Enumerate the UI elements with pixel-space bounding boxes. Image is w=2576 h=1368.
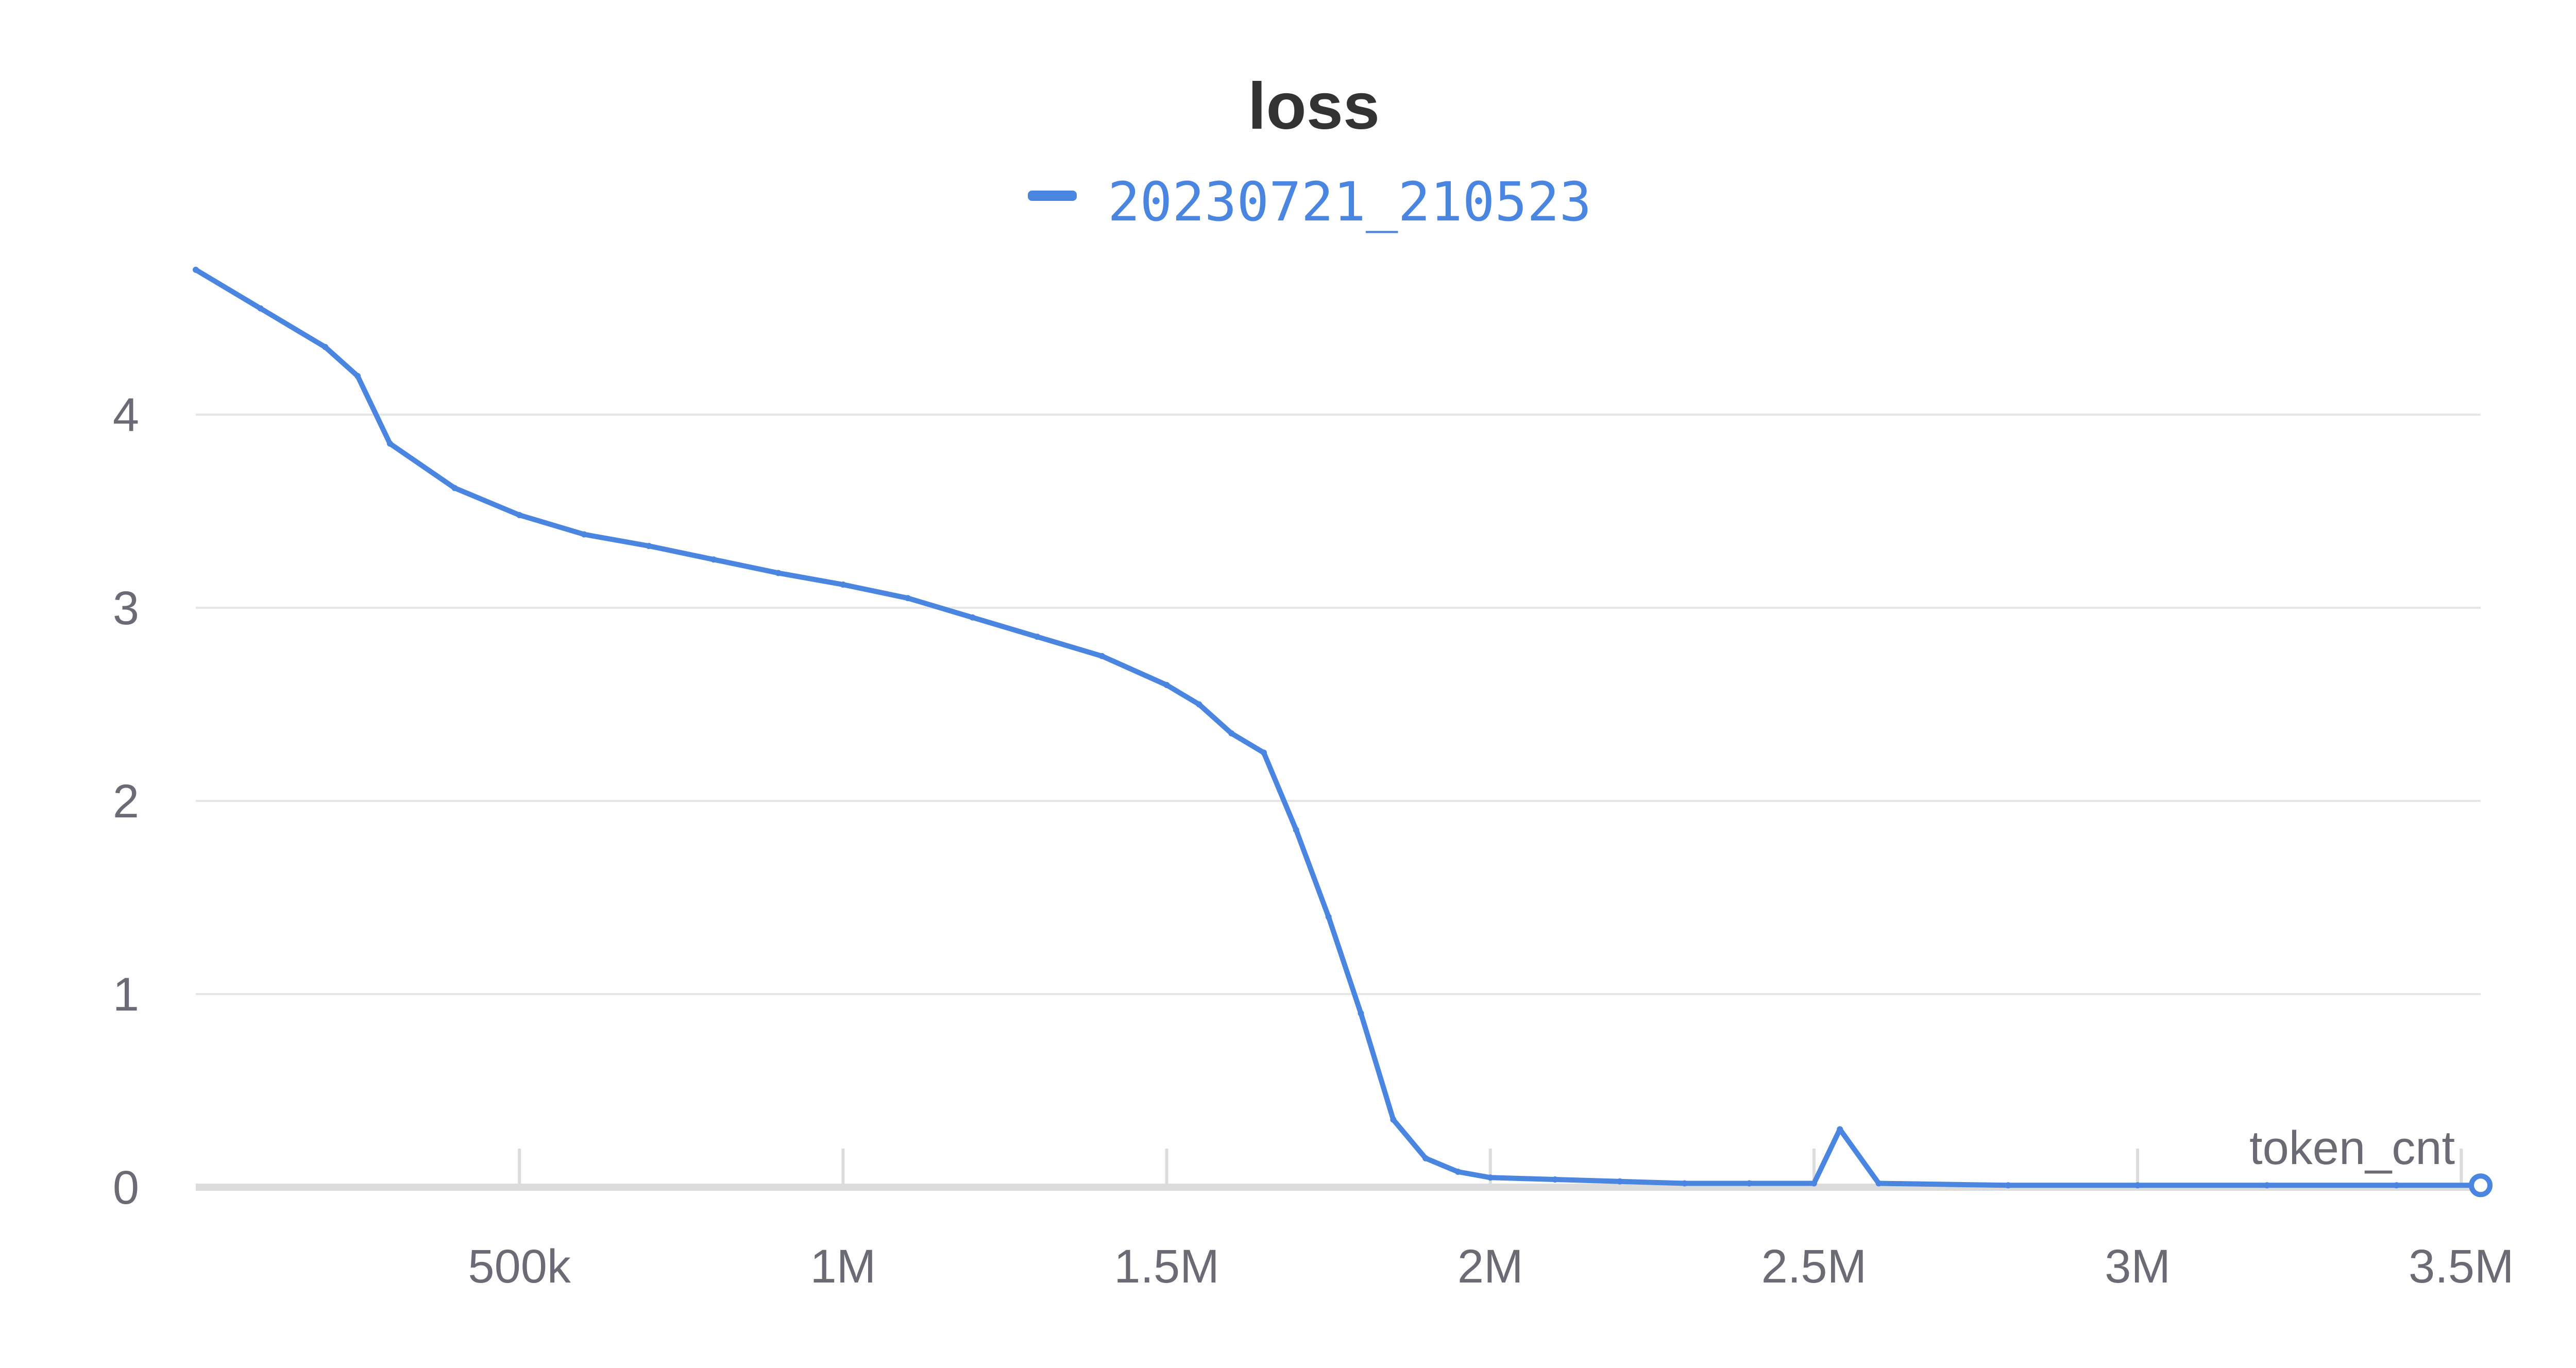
data-point: [1228, 730, 1235, 737]
y-tick-label: 4: [113, 389, 139, 441]
x-tick-label: 2M: [1458, 1240, 1523, 1293]
legend: 20230721_210523: [1028, 170, 1591, 233]
data-point: [386, 440, 393, 447]
data-point: [1358, 1010, 1364, 1017]
data-point: [516, 512, 523, 518]
data-point: [1837, 1126, 1843, 1133]
x-axis-ticks: 500k 1M 1.5M 2M 2.5M 3M 3.5M: [468, 1149, 2514, 1293]
data-point: [581, 531, 587, 538]
legend-swatch: [1028, 191, 1077, 201]
series-layer: [193, 266, 2493, 1198]
data-point: [1034, 634, 1041, 640]
data-point: [1552, 1176, 1558, 1183]
data-point: [2005, 1182, 2011, 1189]
data-point: [1422, 1155, 1429, 1161]
data-point: [969, 614, 976, 621]
data-point: [1487, 1174, 1494, 1181]
legend-label: 20230721_210523: [1108, 170, 1591, 233]
data-point: [710, 556, 717, 563]
series-line: [193, 267, 2483, 1188]
chart-title: loss: [1248, 70, 1380, 143]
x-tick-label: 1.5M: [1114, 1240, 1219, 1293]
x-tick-label: 3.5M: [2409, 1240, 2514, 1293]
data-point: [1196, 701, 1202, 708]
data-point: [2134, 1182, 2141, 1189]
data-point: [1261, 749, 1267, 756]
data-point: [775, 570, 782, 576]
data-point: [840, 582, 846, 588]
x-tick-label: 1M: [810, 1240, 876, 1293]
data-point: [451, 485, 458, 491]
data-point: [1163, 682, 1170, 688]
data-point: [1681, 1180, 1688, 1187]
x-tick-label: 500k: [468, 1240, 571, 1293]
data-point: [257, 305, 264, 312]
data-point: [193, 266, 199, 273]
x-axis-label: token_cnt: [2249, 1122, 2455, 1174]
data-point: [905, 595, 911, 602]
data-point: [1293, 827, 1299, 833]
x-tick-label: 3M: [2105, 1240, 2171, 1293]
data-point: [1617, 1178, 1623, 1185]
y-tick-label: 1: [113, 968, 139, 1021]
data-point: [1098, 653, 1105, 659]
data-point: [1810, 1180, 1817, 1187]
data-point: [354, 373, 361, 379]
gridlines: [196, 414, 2481, 995]
y-axis-ticks: 0 1 2 3 4: [113, 389, 139, 1214]
y-tick-label: 2: [113, 775, 139, 828]
data-point: [2469, 1173, 2493, 1198]
data-point: [1875, 1180, 1882, 1187]
data-point: [646, 543, 652, 549]
data-point: [1454, 1169, 1461, 1175]
y-tick-label: 0: [113, 1161, 139, 1214]
data-point: [1746, 1180, 1753, 1187]
data-point: [322, 344, 329, 350]
data-point: [2264, 1182, 2270, 1189]
data-point: [1390, 1116, 1397, 1123]
y-tick-label: 3: [113, 582, 139, 635]
data-point: [2393, 1182, 2400, 1189]
x-tick-label: 2.5M: [1761, 1240, 1867, 1293]
data-point: [1325, 914, 1332, 920]
